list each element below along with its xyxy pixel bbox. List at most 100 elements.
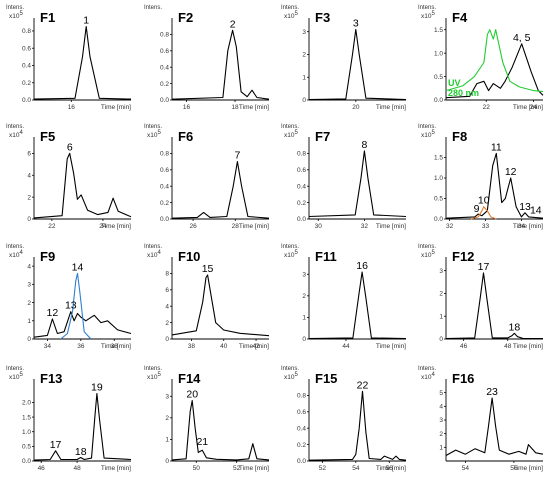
y-tick-label: 0.0 xyxy=(434,97,443,104)
peak-label: 18 xyxy=(508,321,520,333)
x-tick-label: 18 xyxy=(231,104,239,111)
x-tick-label: 24 xyxy=(99,223,107,230)
y-tick-label: 1.5 xyxy=(434,155,443,162)
annotation-label: UV xyxy=(448,78,461,88)
y-axis-label: Intens. xyxy=(144,124,162,130)
series-line-1 xyxy=(33,26,132,100)
y-tick-label: 0.5 xyxy=(22,444,31,451)
panel-title: F9 xyxy=(40,249,55,264)
y-tick-label: 0.6 xyxy=(160,167,169,174)
y-tick-label: 2 xyxy=(302,52,306,59)
y-axis-label: Intens. xyxy=(144,244,162,250)
y-tick-label: 0.6 xyxy=(297,409,306,416)
y-tick-label: 0 xyxy=(27,216,31,223)
y-tick-label: 1 xyxy=(27,318,31,325)
x-tick-label: 54 xyxy=(352,465,360,472)
y-tick-label: 0.6 xyxy=(160,48,169,55)
x-tick-label: 38 xyxy=(188,343,196,350)
y-tick-label: 2 xyxy=(302,293,306,300)
y-tick-label: 0.0 xyxy=(22,458,31,465)
x-tick-label: 52 xyxy=(319,465,327,472)
y-tick-label: 3 xyxy=(27,282,31,289)
y-tick-label: 0.8 xyxy=(22,28,31,35)
y-axis-label: Intens. xyxy=(281,366,299,372)
y-tick-label: 0.5 xyxy=(434,74,443,81)
peak-label: 7 xyxy=(234,150,240,162)
x-tick-label: 26 xyxy=(189,223,197,230)
peak-label: 14 xyxy=(72,261,84,273)
panel-title: F10 xyxy=(178,249,200,264)
peak-label: 18 xyxy=(75,446,87,458)
y-axis-label: Intens. xyxy=(418,244,436,250)
peak-label: 3 xyxy=(353,17,359,29)
series-line-1 xyxy=(171,400,270,461)
y-tick-label: 1 xyxy=(439,313,443,320)
y-exponent-label: x105 xyxy=(421,130,435,139)
y-tick-label: 2 xyxy=(439,291,443,298)
y-exponent-label: x105 xyxy=(284,11,298,20)
y-tick-label: 1.5 xyxy=(22,414,31,421)
x-axis-label: Time [min] xyxy=(101,465,131,472)
x-tick-label: 44 xyxy=(342,343,350,350)
y-tick-label: 8 xyxy=(165,271,169,278)
y-axis-label: Intens. xyxy=(6,366,24,372)
y-tick-label: 5 xyxy=(439,390,443,397)
y-tick-label: 0.2 xyxy=(297,442,306,449)
series-line-1 xyxy=(308,28,407,101)
panel-title: F15 xyxy=(315,371,337,386)
series-line-1 xyxy=(308,271,407,340)
y-tick-label: 0.4 xyxy=(297,425,306,432)
peak-label: 22 xyxy=(357,379,369,391)
peak-label: 20 xyxy=(186,389,198,401)
peak-label: 16 xyxy=(356,260,368,272)
x-tick-label: 48 xyxy=(73,465,81,472)
peak-label: 15 xyxy=(202,263,214,275)
y-tick-label: 1.0 xyxy=(22,429,31,436)
panel-title: F3 xyxy=(315,10,330,25)
y-tick-label: 0.0 xyxy=(297,458,306,465)
y-tick-label: 2 xyxy=(165,320,169,327)
panel-title: F11 xyxy=(315,249,337,264)
series-line-1 xyxy=(308,150,407,218)
y-tick-label: 0.2 xyxy=(22,80,31,87)
series-line-1 xyxy=(171,274,270,337)
x-tick-label: 46 xyxy=(38,465,46,472)
y-axis-label: Intens. xyxy=(6,5,24,11)
x-tick-label: 30 xyxy=(315,223,323,230)
panel-title: F6 xyxy=(178,129,193,144)
peak-label: 14 xyxy=(530,205,542,217)
y-tick-label: 3 xyxy=(302,29,306,36)
peak-label: 10 xyxy=(478,195,490,207)
x-axis-label: Time [min] xyxy=(239,343,269,350)
y-tick-label: 0.8 xyxy=(160,151,169,158)
panel-title: F16 xyxy=(452,371,474,386)
y-tick-label: 4 xyxy=(27,263,31,270)
x-tick-label: 56 xyxy=(510,465,518,472)
y-tick-label: 2 xyxy=(165,415,169,422)
series-line-1 xyxy=(445,397,544,456)
y-axis-label: Intens. xyxy=(144,5,162,11)
x-tick-label: 34 xyxy=(518,223,526,230)
x-axis-label: Time [min] xyxy=(513,223,543,230)
peak-label: 9 xyxy=(474,203,480,215)
series-line-1 xyxy=(33,311,132,338)
y-tick-label: 1 xyxy=(302,74,306,81)
y-tick-label: 2 xyxy=(27,194,31,201)
y-exponent-label: x105 xyxy=(147,130,161,139)
y-tick-label: 0.0 xyxy=(297,216,306,223)
x-tick-label: 16 xyxy=(183,104,191,111)
x-tick-label: 24 xyxy=(530,104,538,111)
y-tick-label: 0.4 xyxy=(297,183,306,190)
x-tick-label: 20 xyxy=(352,104,360,111)
y-tick-label: 6 xyxy=(27,151,31,158)
y-tick-label: 0.0 xyxy=(160,97,169,104)
y-tick-label: 2 xyxy=(27,300,31,307)
peak-label: 19 xyxy=(91,382,103,394)
y-tick-label: 1.0 xyxy=(434,175,443,182)
peak-label: 17 xyxy=(50,439,62,451)
y-tick-label: 2.0 xyxy=(22,400,31,407)
y-tick-label: 0 xyxy=(302,336,306,343)
